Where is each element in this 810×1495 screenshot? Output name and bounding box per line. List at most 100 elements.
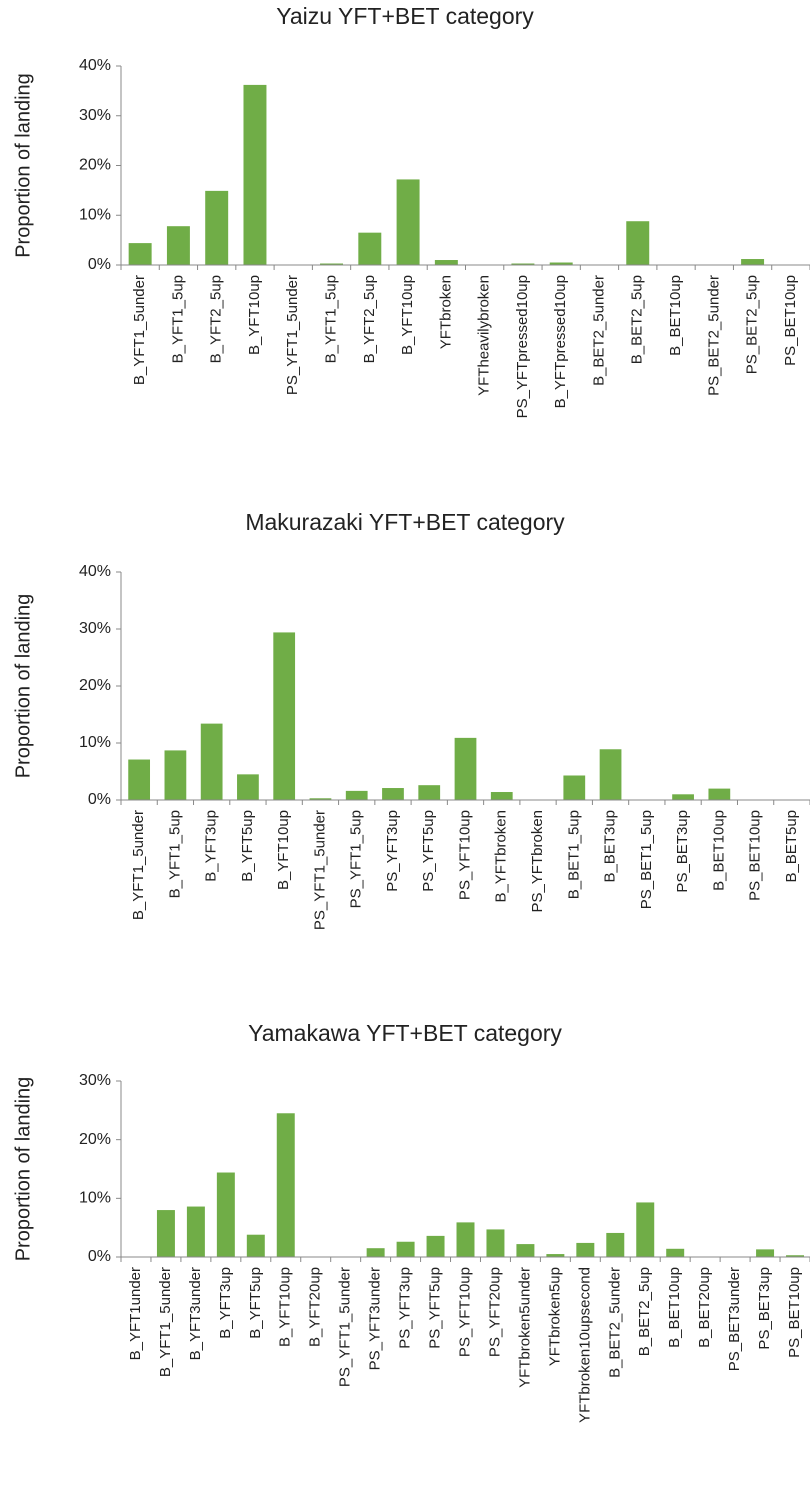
bar — [358, 232, 382, 265]
x-tick-label: YFTbroken5under — [516, 1267, 533, 1388]
x-tick-label: B_YFT3under — [187, 1267, 204, 1360]
bar — [164, 750, 187, 800]
bar — [546, 1254, 565, 1257]
x-tick-label: PS_BET3up — [756, 1267, 773, 1350]
bar — [309, 798, 332, 800]
y-tick-label: 30% — [79, 620, 111, 637]
x-tick-label: B_YFT10up — [399, 275, 416, 355]
x-tick-label: B_YFT1_5up — [166, 810, 183, 898]
bar — [563, 775, 586, 800]
x-tick-label: B_YFT1_5under — [130, 810, 147, 920]
y-axis-label: Proportion of landing — [12, 73, 34, 258]
x-tick-label: PS_BET10up — [782, 275, 799, 366]
bar — [741, 259, 765, 265]
bar — [418, 785, 441, 800]
bar — [382, 788, 404, 800]
chart-title: Makurazaki YFT+BET category — [245, 509, 565, 535]
x-tick-label: PS_YFT5up — [420, 810, 437, 892]
x-tick-label: B_YFT2_5up — [361, 275, 378, 363]
y-axis-label: Proportion of landing — [12, 1077, 34, 1262]
x-tick-label: B_YFT1under — [127, 1267, 144, 1360]
x-tick-label: PS_YFTpressed10up — [514, 275, 531, 418]
bar — [454, 737, 477, 800]
x-tick-label: YFTbroken — [437, 275, 454, 349]
x-tick-label: PS_YFT1_5up — [348, 810, 365, 908]
y-tick-label: 20% — [79, 157, 111, 174]
x-tick-label: B_BET1_5up — [565, 810, 582, 899]
x-tick-label: PS_BET10up — [786, 1267, 803, 1358]
bar — [456, 1222, 475, 1257]
x-tick-label: B_BET2_5under — [606, 1267, 623, 1378]
y-tick-label: 0% — [88, 256, 111, 273]
x-tick-label: PS_YFT3up — [384, 810, 401, 892]
x-tick-label: PS_YFTbroken — [529, 810, 546, 913]
chart-title: Yamakawa YFT+BET category — [248, 1020, 562, 1046]
bar — [490, 792, 513, 800]
x-tick-label: B_YFT20up — [307, 1267, 324, 1347]
x-tick-label: B_YFT5up — [239, 810, 256, 882]
bar — [511, 263, 535, 265]
bar — [200, 723, 223, 800]
bar — [666, 1248, 685, 1257]
x-tick-label: B_BET10up — [710, 810, 727, 891]
y-tick-label: 20% — [79, 677, 111, 694]
x-tick-label: B_YFT10up — [275, 810, 292, 890]
bar — [516, 1244, 535, 1257]
x-tick-label: B_YFT3up — [217, 1267, 234, 1339]
bar — [708, 788, 731, 800]
bar — [396, 1241, 415, 1257]
x-tick-label: PS_BET10up — [747, 810, 764, 901]
bar — [345, 790, 368, 800]
x-tick-label: PS_YFT3up — [397, 1267, 414, 1349]
x-tick-label: B_BET2_5under — [590, 275, 607, 386]
x-tick-label: PS_BET3under — [726, 1267, 743, 1371]
y-tick-label: 20% — [79, 1131, 111, 1148]
bar — [426, 1235, 445, 1257]
x-tick-label: B_YFTpressed10up — [552, 275, 569, 408]
bar — [626, 221, 650, 265]
bar — [366, 1248, 385, 1257]
x-tick-label: PS_BET2_5up — [744, 275, 761, 374]
bar — [237, 774, 259, 800]
bar — [599, 749, 622, 800]
y-tick-label: 30% — [79, 107, 111, 124]
bar — [786, 1255, 805, 1257]
x-tick-label: B_YFT10up — [277, 1267, 294, 1347]
x-tick-label: PS_YFT3under — [367, 1267, 384, 1370]
bar — [486, 1229, 505, 1257]
x-tick-label: YFTbroken5up — [546, 1267, 563, 1366]
bar — [216, 1172, 235, 1257]
bar — [396, 179, 420, 265]
bar — [128, 243, 152, 265]
y-tick-label: 10% — [79, 734, 111, 751]
y-tick-label: 30% — [79, 1072, 111, 1089]
x-tick-label: B_BET2_5up — [636, 1267, 653, 1356]
x-tick-label: B_YFTbroken — [493, 810, 510, 903]
y-tick-label: 40% — [79, 57, 111, 74]
bar — [276, 1113, 295, 1257]
bar — [549, 262, 573, 265]
x-tick-label: B_YFT3up — [203, 810, 220, 882]
bar — [434, 260, 458, 265]
bar — [243, 84, 267, 265]
bar — [606, 1232, 625, 1257]
x-tick-label: B_BET2_5up — [629, 275, 646, 364]
x-tick-label: PS_BET2_5under — [705, 275, 722, 396]
x-tick-label: B_YFT10up — [246, 275, 263, 355]
bar — [205, 190, 229, 265]
x-tick-label: YFTheavilybroken — [476, 275, 493, 396]
bar — [636, 1202, 655, 1257]
x-tick-label: PS_YFT1_5under — [337, 1267, 354, 1387]
x-tick-label: B_YFT2_5up — [208, 275, 225, 363]
y-tick-label: 10% — [79, 1190, 111, 1207]
x-tick-label: B_BET3up — [602, 810, 619, 883]
bar — [186, 1206, 205, 1257]
x-tick-label: B_YFT1_5up — [322, 275, 339, 363]
y-tick-label: 10% — [79, 206, 111, 223]
x-tick-label: B_YFT1_5up — [169, 275, 186, 363]
x-tick-label: B_BET10up — [667, 275, 684, 356]
x-tick-label: PS_YFT10up — [456, 810, 473, 900]
x-tick-label: PS_YFT1_5under — [311, 810, 328, 930]
